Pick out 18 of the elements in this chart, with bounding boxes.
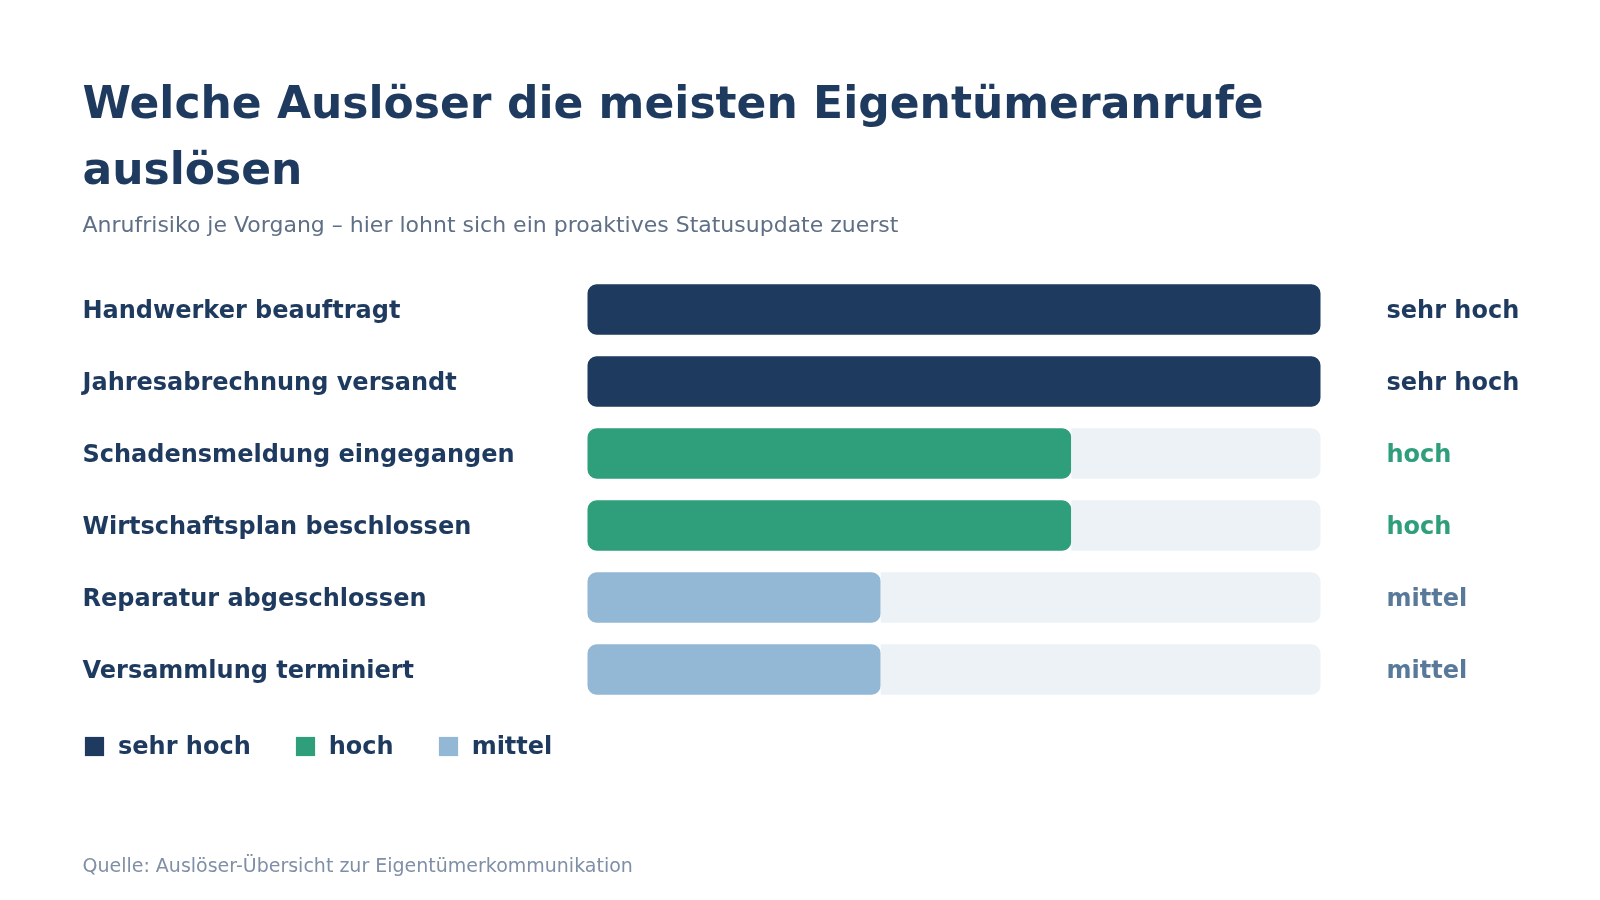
legend-label: hoch (328, 732, 394, 760)
y-tick-label: Schadensmeldung eingegangen (82, 439, 515, 468)
total-label: hoch (1386, 511, 1452, 540)
y-tick-label: Jahresabrechnung versandt (80, 367, 457, 396)
legend-label: mittel (471, 732, 553, 760)
total-label: hoch (1386, 439, 1452, 468)
y-tick-label: Handwerker beauftragt (82, 295, 401, 324)
total-label: sehr hoch (1386, 295, 1520, 324)
total-label: mittel (1386, 655, 1468, 684)
y-tick-label: Wirtschaftsplan beschlossen (82, 511, 472, 540)
chart-subtitle: Anrufrisiko je Vorgang – hier lohnt sich ein proaktives Statusupdate zuerst (82, 212, 899, 237)
chart-title: Welche Auslöser die meisten Eigentümeranrufe auslösen (82, 76, 1264, 194)
total-label: sehr hoch (1386, 367, 1520, 396)
legend-label: sehr hoch (118, 732, 251, 760)
total-label: mittel (1386, 583, 1468, 612)
y-tick-label: Versammlung terminiert (82, 655, 415, 684)
source-note: Quelle: Auslöser-Übersicht zur Eigentümerkommunikation (82, 853, 633, 876)
y-tick-label: Reparatur abgeschlossen (82, 583, 427, 612)
